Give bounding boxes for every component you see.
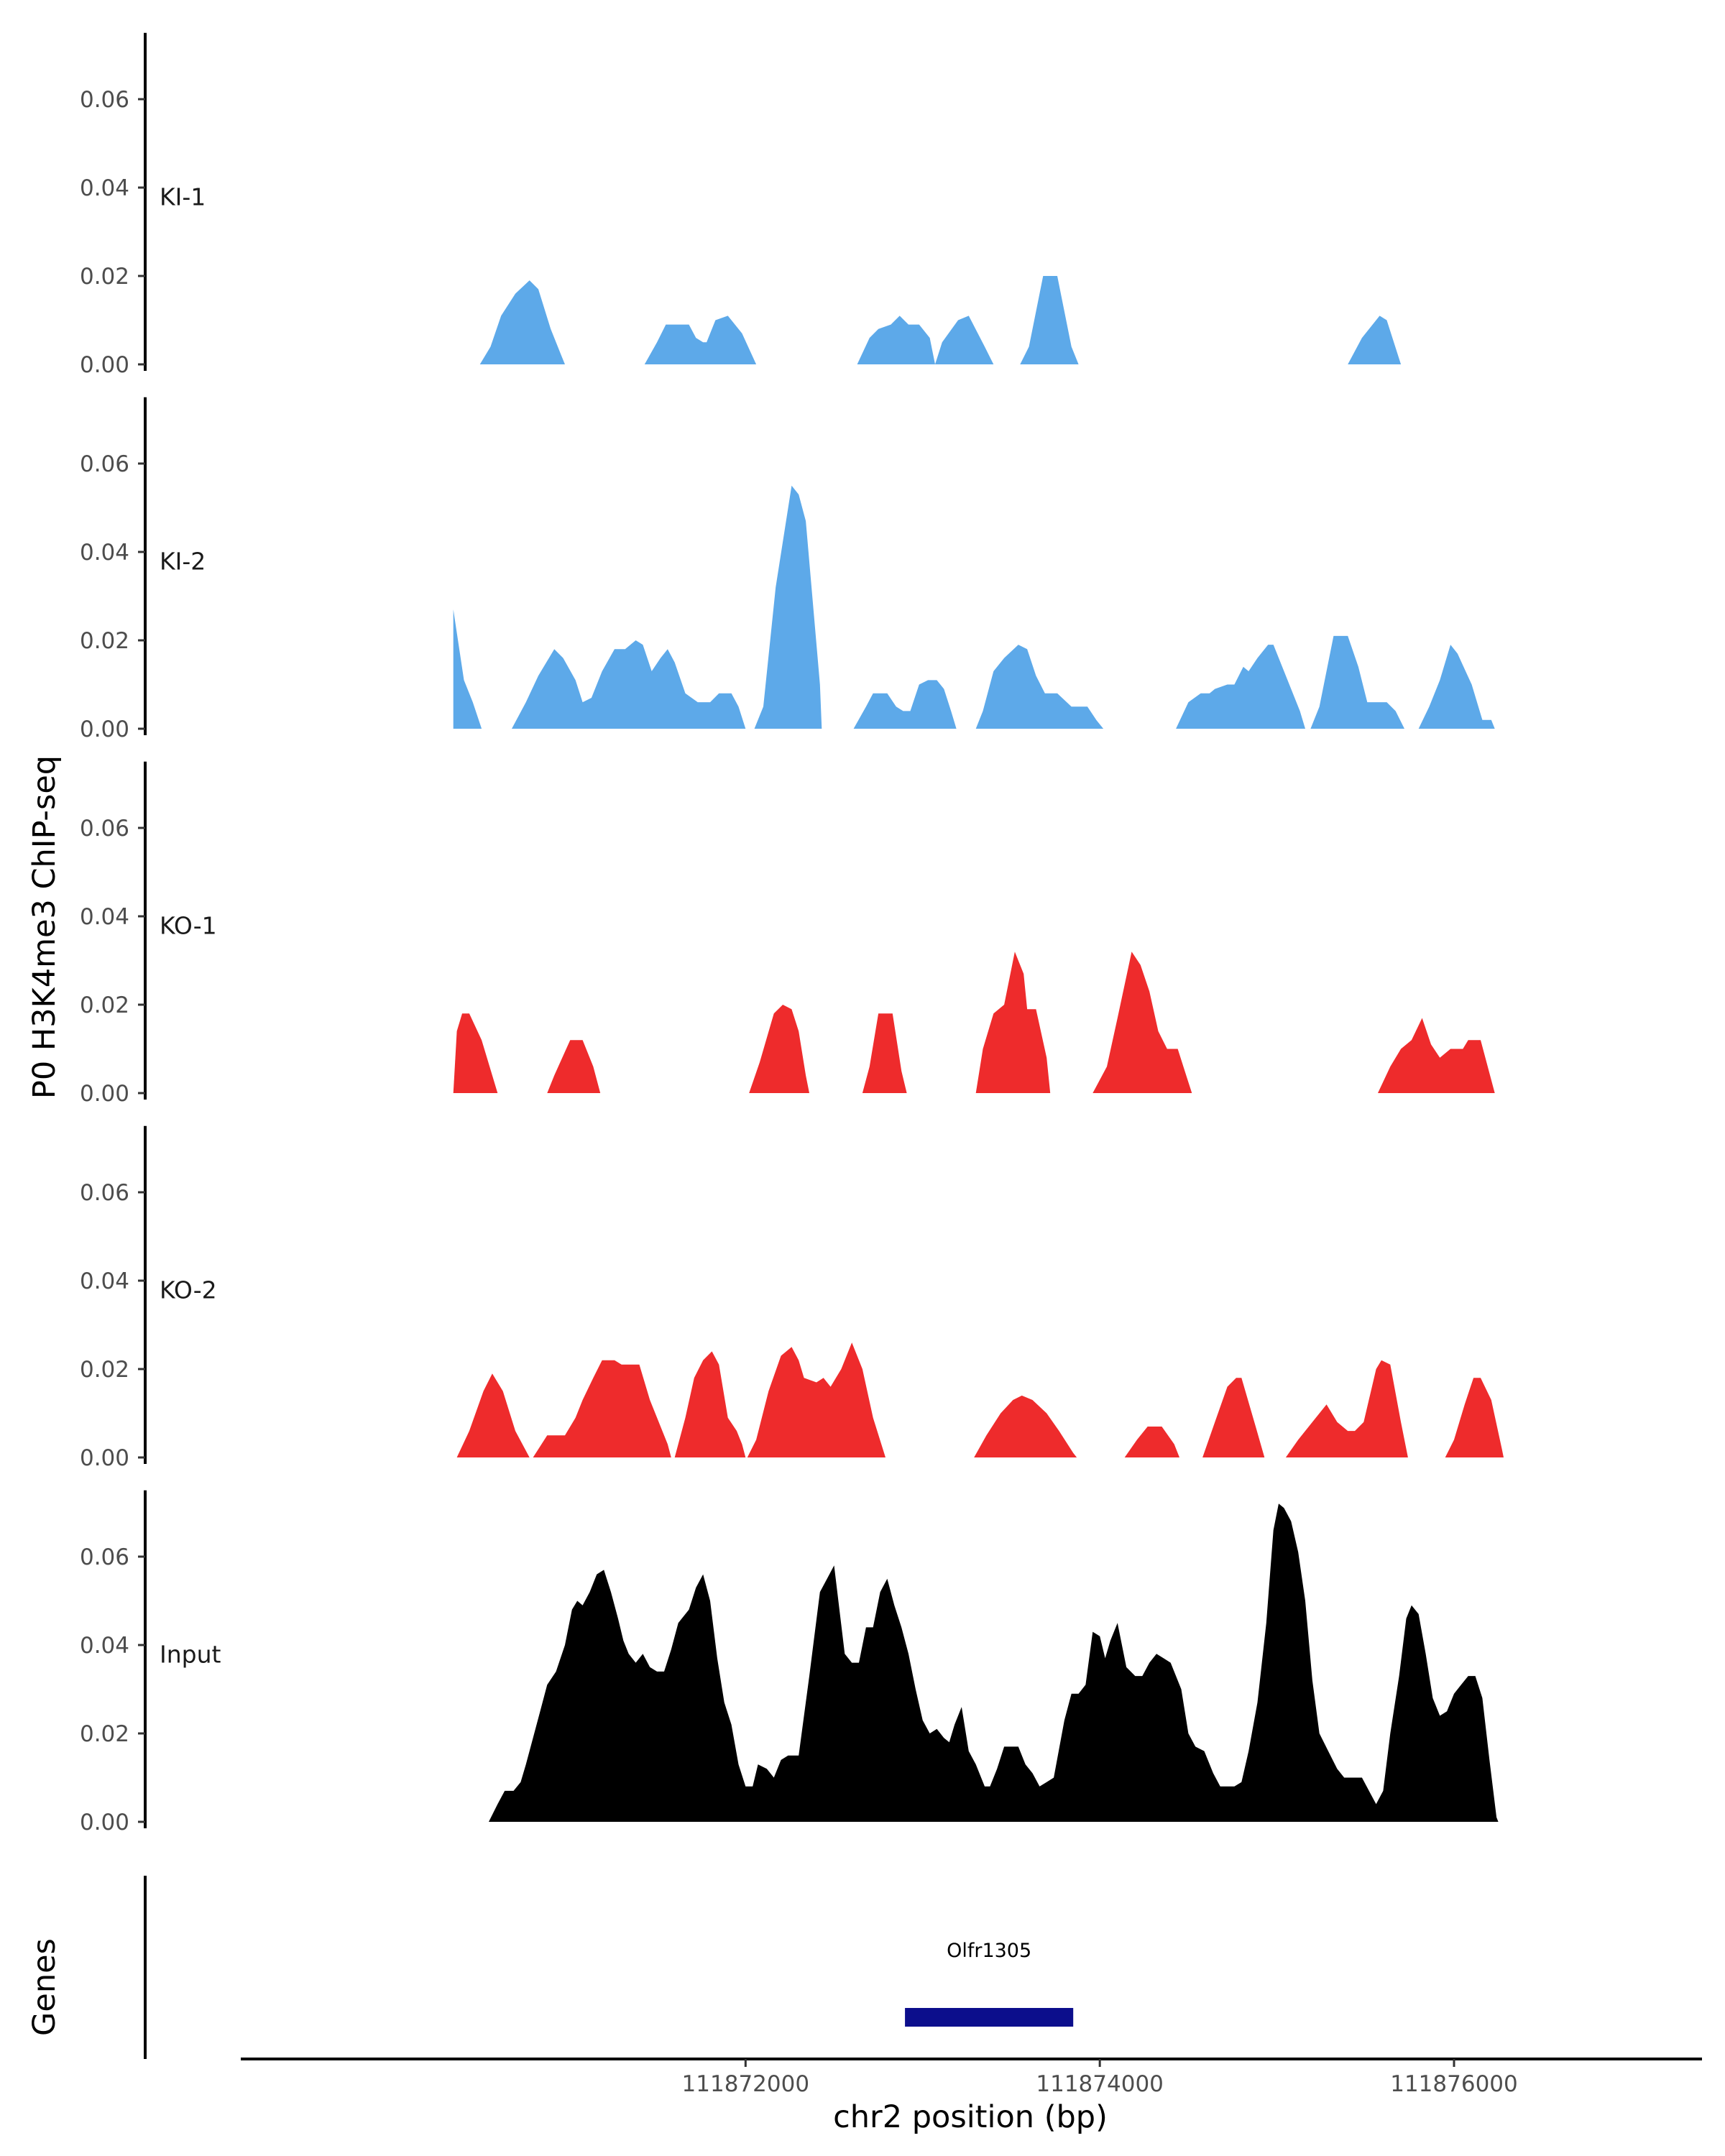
signal-tracks: 0.00 0.02 0.04 0.06 KI-1 0.00 0.02 0.04 0.06 KI-2… (80, 32, 1504, 1835)
signal-peak-ki-2-3 (754, 485, 822, 729)
y-tick-label: 0.06 (80, 1544, 129, 1570)
track-label: Input (160, 1640, 221, 1668)
x-axis-title: chr2 position (bp) (833, 2099, 1108, 2135)
signal-peak-ko-1-5 (975, 952, 1051, 1093)
track-label: KO-1 (160, 911, 217, 939)
track-label: KI-1 (160, 183, 206, 211)
y-tick-label: 0.04 (80, 540, 129, 566)
y-tick-label: 0.00 (80, 1445, 129, 1471)
signal-peak-ko-2-7 (1202, 1378, 1265, 1457)
track-label: KO-2 (160, 1276, 217, 1304)
y-tick-label: 0.02 (80, 1357, 129, 1383)
signal-peak-ki-1-5 (1348, 315, 1402, 364)
signal-peak-ki-1-4 (1020, 276, 1079, 364)
signal-peak-ki-1-3 (857, 315, 994, 364)
genes-panel: Olfr1305 (144, 1876, 1074, 2059)
signal-peak-ko-2-6 (1124, 1427, 1179, 1457)
genes-axis-title: Genes (27, 1938, 63, 2036)
signal-peak-ko-2-2 (533, 1360, 671, 1457)
signal-peak-ki-2-8 (1418, 645, 1495, 729)
track-ki-1: 0.00 0.02 0.04 0.06 KI-1 (80, 32, 1402, 378)
y-axis-title: P0 H3K4me3 ChIP-seq (27, 755, 63, 1099)
y-tick-label: 0.04 (80, 904, 129, 930)
signal-peak-ko-1-6 (1092, 952, 1192, 1093)
signal-peak-ko-2-3 (674, 1351, 746, 1457)
x-tick-label: 111874000 (1036, 2071, 1164, 2097)
y-tick-label: 0.06 (80, 1180, 129, 1206)
signal-peak-ko-1-2 (547, 1040, 601, 1093)
signal-peak-ko-2-5 (974, 1395, 1077, 1457)
track-ki-2: 0.00 0.02 0.04 0.06 KI-2 (80, 397, 1495, 742)
signal-peak-ko-1-4 (862, 1013, 907, 1093)
signal-peak-input-1 (489, 1503, 1499, 1822)
signal-peak-ko-2-9 (1445, 1378, 1504, 1457)
y-tick-label: 0.02 (80, 264, 129, 290)
signal-peak-ki-2-7 (1310, 635, 1404, 729)
track-label: KI-2 (160, 547, 206, 575)
track-input: 0.00 0.02 0.04 0.06 Input (80, 1490, 1499, 1835)
y-tick-label: 0.00 (80, 352, 129, 378)
signal-peak-ki-1-1 (479, 280, 565, 364)
y-tick-label: 0.02 (80, 628, 129, 654)
signal-peak-ki-2-4 (853, 680, 957, 729)
signal-peak-ko-2-8 (1285, 1360, 1408, 1457)
signal-peak-ko-1-3 (749, 1005, 809, 1093)
signal-peak-ko-1-1 (453, 1013, 498, 1093)
y-tick-label: 0.04 (80, 1633, 129, 1659)
x-tick-label: 111876000 (1390, 2071, 1518, 2097)
gene-body-olfr1305 (905, 2008, 1074, 2027)
signal-peak-ki-2-5 (975, 645, 1104, 729)
signal-peak-ki-2-6 (1176, 645, 1305, 729)
y-tick-label: 0.00 (80, 1810, 129, 1835)
signal-peak-ki-2-1 (453, 609, 482, 729)
signal-peak-ko-2-4 (747, 1342, 886, 1457)
y-tick-label: 0.02 (80, 1721, 129, 1747)
x-tick-label: 111872000 (682, 2071, 810, 2097)
y-tick-label: 0.04 (80, 175, 129, 201)
track-ko-1: 0.00 0.02 0.04 0.06 KO-1 (80, 761, 1495, 1107)
y-tick-label: 0.06 (80, 451, 129, 477)
gene-label: Olfr1305 (947, 1940, 1031, 1962)
y-tick-label: 0.00 (80, 1081, 129, 1107)
y-tick-label: 0.00 (80, 717, 129, 742)
x-axis: 111872000 111874000 111876000 (241, 2058, 1702, 2097)
y-tick-label: 0.02 (80, 992, 129, 1018)
y-tick-label: 0.06 (80, 816, 129, 842)
signal-peak-ki-2-2 (512, 640, 746, 729)
signal-peak-ko-1-7 (1378, 1018, 1495, 1093)
track-ko-2: 0.00 0.02 0.04 0.06 KO-2 (80, 1125, 1504, 1471)
signal-peak-ko-2-1 (456, 1373, 530, 1457)
y-tick-label: 0.04 (80, 1268, 129, 1294)
y-tick-label: 0.06 (80, 87, 129, 113)
signal-peak-ki-1-2 (644, 315, 757, 364)
